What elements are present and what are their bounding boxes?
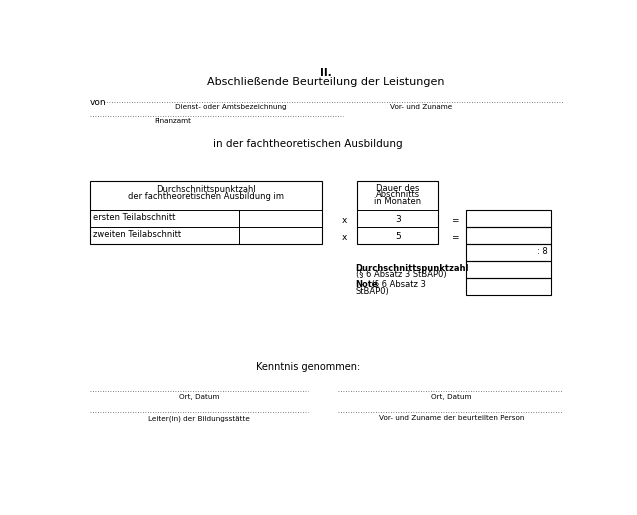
Text: Vor- und Zuname: Vor- und Zuname (389, 104, 452, 110)
Text: in Monaten: in Monaten (374, 197, 421, 205)
Text: Abschließende Beurteilung der Leistungen: Abschließende Beurteilung der Leistungen (207, 77, 445, 87)
Text: Durchschnittspunktzahl: Durchschnittspunktzahl (355, 264, 469, 272)
Text: von: von (90, 98, 106, 107)
Text: Kenntnis genommen:: Kenntnis genommen: (256, 362, 361, 372)
Text: (§ 6 Absatz 3 StBAP0): (§ 6 Absatz 3 StBAP0) (355, 270, 446, 280)
Text: Dauer des: Dauer des (376, 184, 419, 193)
Text: x: x (342, 216, 347, 225)
Bar (466, 261, 551, 278)
Text: (§ 6 Absatz 3: (§ 6 Absatz 3 (369, 281, 426, 289)
Text: StBAP0): StBAP0) (355, 287, 389, 297)
Text: Ort, Datum: Ort, Datum (431, 394, 472, 401)
Text: 3: 3 (395, 215, 401, 224)
Text: Ort, Datum: Ort, Datum (179, 394, 219, 401)
Text: Abschnitts: Abschnitts (376, 191, 420, 199)
Text: x: x (342, 233, 347, 242)
Text: Dienst- oder Amtsbezeichnung: Dienst- oder Amtsbezeichnung (175, 104, 287, 110)
Bar (466, 244, 551, 261)
Bar (466, 278, 551, 295)
Text: Leiter(in) der Bildungsstätte: Leiter(in) der Bildungsstätte (148, 415, 250, 422)
Bar (466, 227, 551, 244)
Text: Vor- und Zuname der beurteilten Person: Vor- und Zuname der beurteilten Person (379, 415, 524, 421)
Bar (466, 211, 551, 227)
Text: zweiten Teilabschnitt: zweiten Teilabschnitt (93, 230, 181, 239)
Text: Note: Note (355, 281, 378, 289)
Text: Durchschnittspunktzahl: Durchschnittspunktzahl (156, 185, 256, 194)
Text: II.: II. (320, 68, 332, 78)
Text: =: = (451, 233, 459, 242)
Text: : 8: : 8 (537, 247, 548, 256)
Text: der fachtheoretischen Ausbildung im: der fachtheoretischen Ausbildung im (128, 192, 284, 201)
Text: in der fachtheoretischen Ausbildung: in der fachtheoretischen Ausbildung (213, 139, 403, 149)
Bar (90, 181, 322, 244)
Bar (357, 181, 438, 244)
Text: ersten Teilabschnitt: ersten Teilabschnitt (93, 214, 175, 222)
Text: =: = (451, 216, 459, 225)
Text: 5: 5 (395, 232, 401, 241)
Text: Finanzamt: Finanzamt (154, 118, 191, 124)
